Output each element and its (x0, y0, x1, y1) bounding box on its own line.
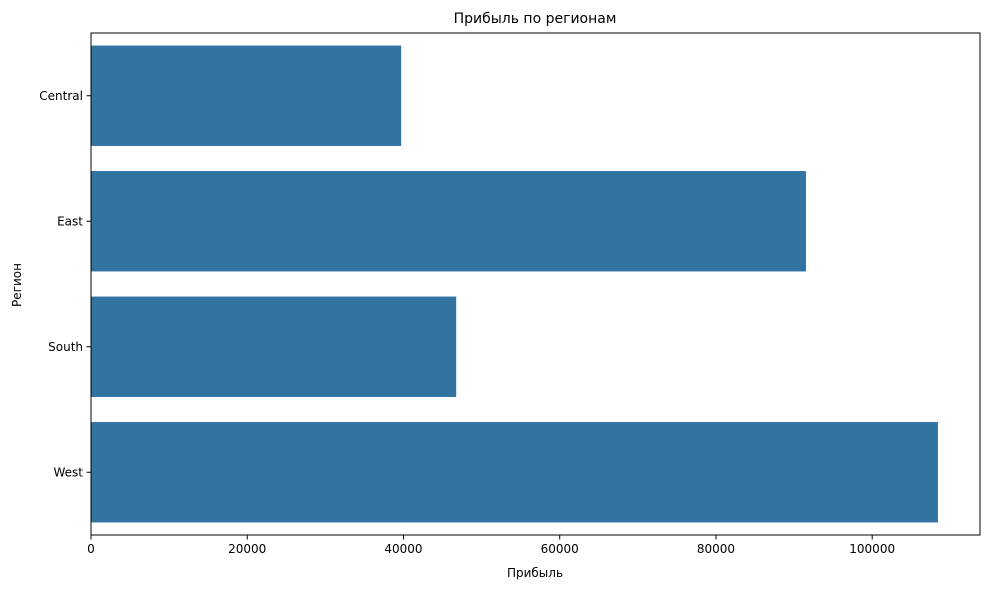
bar-central (91, 45, 402, 146)
chart-title: Прибыль по регионам (454, 11, 617, 27)
x-tick-label: 60000 (541, 542, 579, 556)
plot-area: Central East South West 0 20000 40000 60000 8000… (39, 32, 981, 556)
y-tick-label: East (57, 214, 83, 228)
x-tick-label: 100000 (849, 542, 895, 556)
bar-south (91, 296, 457, 397)
bar-west (91, 422, 938, 523)
y-tick-label: South (48, 340, 83, 354)
y-tick-label: Central (39, 89, 83, 103)
y-tick-label: West (53, 465, 83, 479)
y-axis-label: Регион (10, 263, 24, 307)
x-axis-label: Прибыль (507, 566, 563, 580)
x-tick-label: 20000 (228, 542, 266, 556)
bar-east (91, 171, 806, 272)
x-tick-label: 40000 (384, 542, 422, 556)
plot-frame (90, 32, 981, 536)
x-tick-label: 80000 (697, 542, 735, 556)
x-tick-label: 0 (87, 542, 95, 556)
